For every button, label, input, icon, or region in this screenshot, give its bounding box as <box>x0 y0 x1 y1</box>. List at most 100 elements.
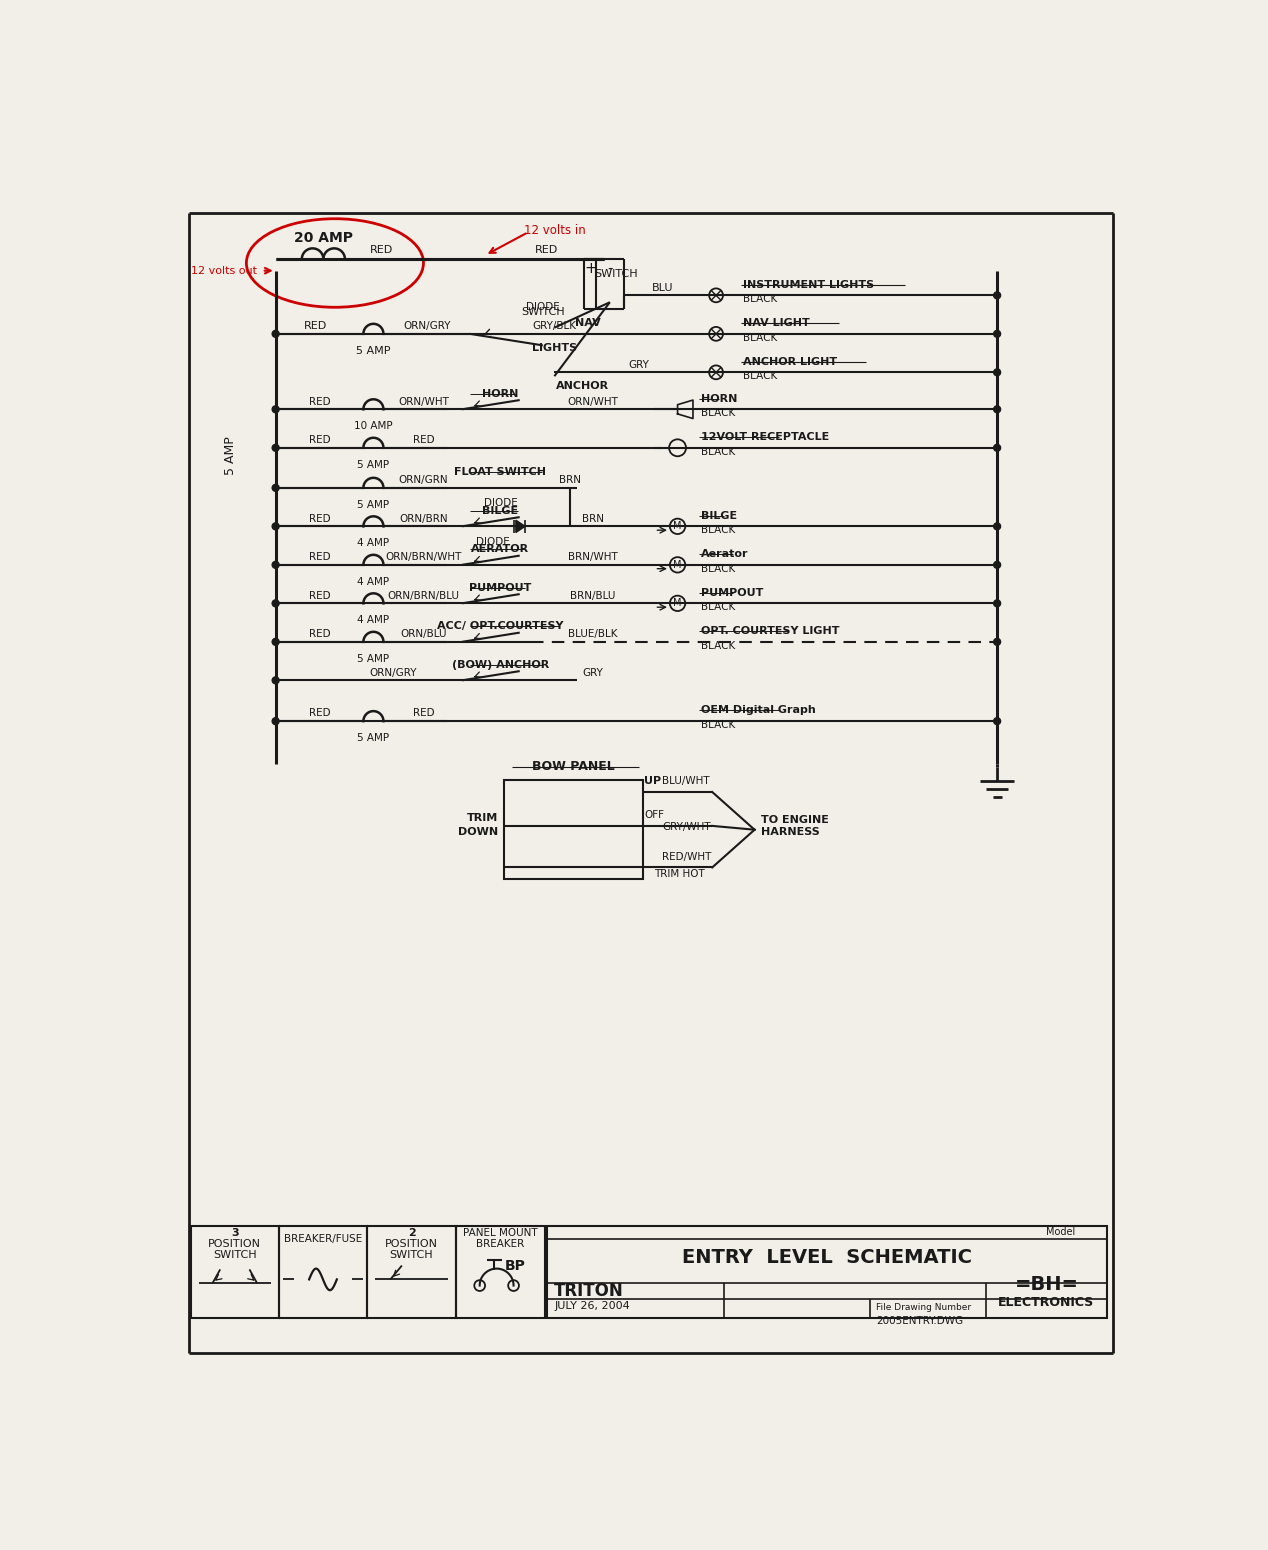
Text: BLACK: BLACK <box>701 408 735 419</box>
Polygon shape <box>516 521 525 533</box>
Text: ANCHOR LIGHT: ANCHOR LIGHT <box>743 356 837 366</box>
Text: BREAKER: BREAKER <box>477 1238 525 1249</box>
Text: POSITION: POSITION <box>208 1238 261 1249</box>
Text: TRITON: TRITON <box>554 1282 624 1300</box>
Circle shape <box>273 330 279 338</box>
Text: BLUE/BLK: BLUE/BLK <box>568 629 618 639</box>
Text: GRY/BLK: GRY/BLK <box>533 321 577 332</box>
Text: 2: 2 <box>407 1228 416 1238</box>
Text: ORN/WHT: ORN/WHT <box>568 397 619 406</box>
Text: PUMPOUT: PUMPOUT <box>701 587 763 598</box>
Text: BLACK: BLACK <box>701 525 735 535</box>
Text: PUMPOUT: PUMPOUT <box>469 583 531 594</box>
Text: BREAKER/FUSE: BREAKER/FUSE <box>284 1234 363 1245</box>
Text: BILGE: BILGE <box>482 505 519 516</box>
Text: NAV: NAV <box>574 318 600 329</box>
Text: BLACK: BLACK <box>701 721 735 730</box>
Text: RED: RED <box>308 552 331 563</box>
Text: BLACK: BLACK <box>743 294 777 304</box>
Text: DIODE: DIODE <box>476 536 510 547</box>
Text: TRIM: TRIM <box>467 814 498 823</box>
Text: 5 AMP: 5 AMP <box>358 460 389 470</box>
Text: ACC/ OPT.COURTESY: ACC/ OPT.COURTESY <box>437 622 564 631</box>
Text: 5 AMP: 5 AMP <box>358 499 389 510</box>
Text: -: - <box>607 260 612 276</box>
Text: +: + <box>585 260 597 276</box>
Circle shape <box>994 369 1000 375</box>
Text: GRY/WHT: GRY/WHT <box>662 823 711 832</box>
Circle shape <box>273 561 279 569</box>
Text: ENTRY  LEVEL  SCHEMATIC: ENTRY LEVEL SCHEMATIC <box>682 1248 973 1268</box>
Text: File Drawing Number: File Drawing Number <box>876 1302 971 1311</box>
Text: 5 AMP: 5 AMP <box>356 346 391 357</box>
Text: 12 volts out: 12 volts out <box>191 265 257 276</box>
Text: ORN/GRY: ORN/GRY <box>369 668 416 677</box>
Text: M: M <box>673 560 682 570</box>
Text: 5 AMP: 5 AMP <box>358 733 389 742</box>
Text: (BOW) ANCHOR: (BOW) ANCHOR <box>451 660 549 670</box>
Text: ORN/GRN: ORN/GRN <box>398 476 449 485</box>
Text: 3: 3 <box>231 1228 238 1238</box>
Circle shape <box>273 639 279 645</box>
Text: JULY 26, 2004: JULY 26, 2004 <box>554 1300 630 1311</box>
Text: HORN: HORN <box>482 389 519 398</box>
Text: RED: RED <box>369 245 393 254</box>
Text: ORN/GRY: ORN/GRY <box>403 321 451 332</box>
Text: BLACK: BLACK <box>701 446 735 457</box>
Circle shape <box>273 677 279 684</box>
Text: RED: RED <box>308 397 331 406</box>
Text: BP: BP <box>505 1259 525 1273</box>
Text: 4 AMP: 4 AMP <box>358 538 389 549</box>
Text: OPT. COURTESY LIGHT: OPT. COURTESY LIGHT <box>701 626 839 636</box>
Text: ORN/BRN: ORN/BRN <box>399 513 448 524</box>
Text: HORN: HORN <box>701 394 737 403</box>
Text: RED: RED <box>308 436 331 445</box>
Text: RED: RED <box>308 708 331 719</box>
Circle shape <box>273 600 279 606</box>
Text: GRY: GRY <box>629 360 649 369</box>
Text: LIGHTS: LIGHTS <box>531 343 577 353</box>
Circle shape <box>273 406 279 412</box>
Text: 4 AMP: 4 AMP <box>358 577 389 587</box>
Text: ORN/BRN/BLU: ORN/BRN/BLU <box>388 591 459 601</box>
Text: PANEL MOUNT: PANEL MOUNT <box>463 1228 538 1238</box>
Text: BLACK: BLACK <box>701 603 735 612</box>
Circle shape <box>994 291 1000 299</box>
Text: BLACK: BLACK <box>743 370 777 381</box>
Text: 12VOLT RECEPTACLE: 12VOLT RECEPTACLE <box>701 432 829 442</box>
Text: BOW PANEL: BOW PANEL <box>533 760 615 773</box>
Circle shape <box>994 600 1000 606</box>
Text: BLU/WHT: BLU/WHT <box>662 777 710 786</box>
Text: ORN/BRN/WHT: ORN/BRN/WHT <box>385 552 462 563</box>
Text: Model: Model <box>1046 1226 1075 1237</box>
Text: RED/WHT: RED/WHT <box>662 851 711 862</box>
Text: BILGE: BILGE <box>701 510 737 521</box>
Text: RED: RED <box>308 591 331 601</box>
Text: ANCHOR: ANCHOR <box>557 381 610 391</box>
Circle shape <box>994 639 1000 645</box>
Circle shape <box>994 445 1000 451</box>
Text: RED: RED <box>412 436 434 445</box>
Text: RED: RED <box>535 245 558 254</box>
Circle shape <box>273 718 279 724</box>
Text: BRN/BLU: BRN/BLU <box>571 591 615 601</box>
Text: FLOAT SWITCH: FLOAT SWITCH <box>454 468 547 477</box>
Text: SWITCH: SWITCH <box>213 1249 256 1260</box>
Text: BRN/WHT: BRN/WHT <box>568 552 618 563</box>
Text: AERATOR: AERATOR <box>472 544 530 555</box>
Text: Aerator: Aerator <box>701 549 748 560</box>
Text: BLACK: BLACK <box>701 564 735 573</box>
Text: ELECTRONICS: ELECTRONICS <box>998 1296 1094 1310</box>
Circle shape <box>994 718 1000 724</box>
Circle shape <box>273 485 279 491</box>
Text: INSTRUMENT LIGHTS: INSTRUMENT LIGHTS <box>743 279 874 290</box>
Text: BRN: BRN <box>582 513 604 524</box>
Text: TO ENGINE
HARNESS: TO ENGINE HARNESS <box>761 815 828 837</box>
Text: NAV LIGHT: NAV LIGHT <box>743 318 810 329</box>
Text: =BH=: =BH= <box>1014 1276 1078 1294</box>
Text: DIODE: DIODE <box>483 498 517 508</box>
Text: OFF: OFF <box>644 811 664 820</box>
Text: 5 AMP: 5 AMP <box>358 654 389 663</box>
Text: ORN/WHT: ORN/WHT <box>398 397 449 406</box>
Text: SWITCH: SWITCH <box>595 268 638 279</box>
